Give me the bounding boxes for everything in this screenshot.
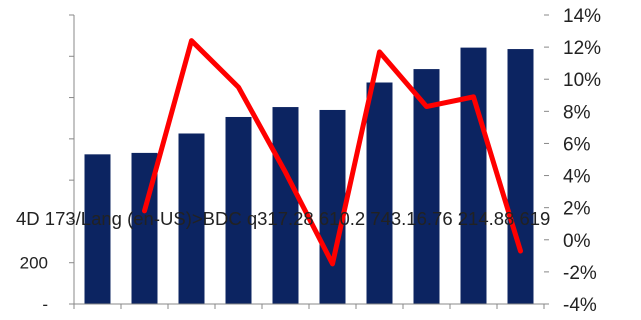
- bar: [460, 47, 487, 304]
- left-axis-ticks: [69, 14, 74, 305]
- right-tick-label: 12%: [563, 38, 601, 59]
- left-tick-label: 200: [20, 254, 48, 273]
- right-tick-label: 2%: [563, 199, 591, 220]
- right-tick-label: 4%: [563, 167, 591, 188]
- left-tick-label: -: [42, 295, 48, 314]
- right-tick-label: 10%: [563, 70, 601, 91]
- bar: [319, 109, 346, 304]
- right-axis-ticks: [544, 14, 549, 305]
- bar: [366, 82, 393, 305]
- bar: [272, 107, 299, 305]
- bottom-axis-ticks: [73, 304, 545, 309]
- left-axis-labels: - 200: [20, 254, 48, 314]
- axes: [69, 14, 549, 309]
- right-tick-label: 6%: [563, 134, 591, 155]
- right-tick-label: -4%: [563, 295, 597, 316]
- bar: [507, 49, 534, 304]
- right-tick-label: 0%: [563, 231, 591, 252]
- bar: [225, 116, 252, 305]
- right-axis-labels: -4% -2% 0% 2% 4% 6% 8% 10% 12% 14%: [563, 6, 601, 316]
- right-tick-label: 14%: [563, 6, 601, 27]
- line-series: [142, 38, 523, 267]
- bar: [84, 154, 111, 304]
- right-tick-label: -2%: [563, 263, 597, 284]
- right-tick-label: 8%: [563, 102, 591, 123]
- bar: [178, 133, 205, 304]
